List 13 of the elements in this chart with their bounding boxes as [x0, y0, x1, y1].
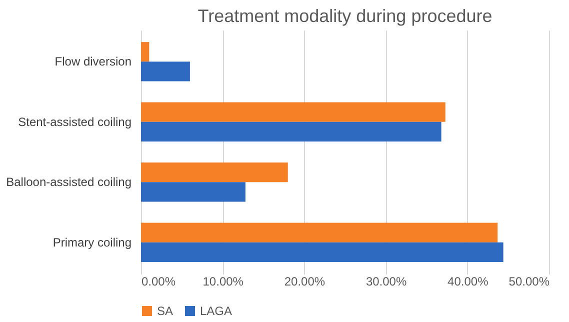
- x-tick-label: 10.00%: [202, 274, 244, 288]
- y-tick-label: Primary coiling: [52, 235, 132, 250]
- y-tick-label: Balloon-assisted coiling: [6, 175, 132, 190]
- chart-title: Treatment modality during procedure: [198, 6, 492, 26]
- y-tick-label: Stent-assisted coiling: [18, 114, 132, 129]
- x-tick-label: 40.00%: [448, 274, 489, 288]
- legend-label: SA: [157, 304, 174, 318]
- legend-label: LAGA: [200, 304, 232, 318]
- x-tick-label: 50.00%: [508, 274, 550, 288]
- x-tick-label: 20.00%: [284, 274, 326, 288]
- x-tick-label: 0.00%: [142, 274, 176, 288]
- y-tick-label: Flow diversion: [54, 54, 132, 69]
- x-tick-label: 30.00%: [366, 274, 407, 288]
